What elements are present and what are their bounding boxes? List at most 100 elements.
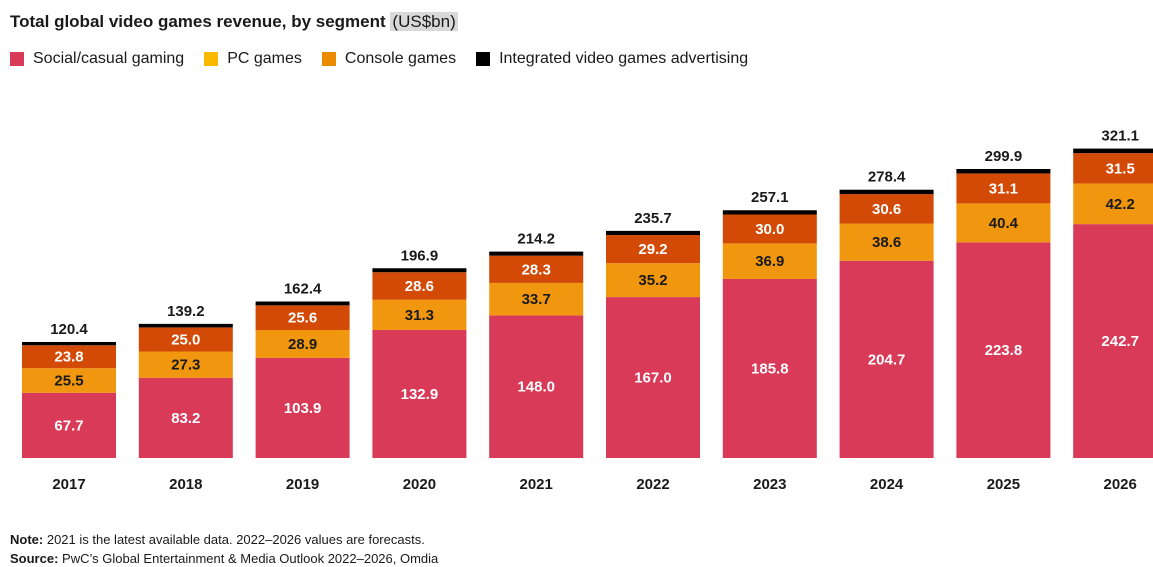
legend-swatch-pc [204, 52, 219, 66]
x-tick-label: 2021 [520, 476, 553, 493]
bar-segment-pc [138, 351, 233, 378]
bar-segment-advertising [255, 301, 350, 306]
data-label-console: 30.0 [755, 221, 784, 238]
data-label-social: 103.9 [284, 400, 322, 417]
bar-segment-pc [22, 368, 116, 393]
data-label-social: 67.7 [54, 417, 83, 434]
legend-item-pc: PC games [204, 50, 302, 68]
bar-segment-advertising [489, 251, 584, 256]
bar-segment-pc [606, 263, 700, 298]
data-label-pc: 28.9 [288, 336, 317, 353]
x-tick-label: 2017 [52, 476, 85, 493]
x-tick-label: 2020 [403, 476, 436, 493]
bar-segment-console [839, 194, 934, 224]
data-label-console: 28.3 [522, 261, 551, 278]
data-label-console: 25.0 [171, 331, 200, 348]
bar-segment-social [372, 329, 467, 458]
total-label: 321.1 [1101, 128, 1139, 145]
bar-segment-social [138, 377, 233, 458]
bar-segment-social [1073, 224, 1153, 458]
total-label: 196.9 [401, 247, 439, 264]
chart-source: Source: PwC’s Global Entertainment & Med… [10, 551, 439, 566]
chart-note: Note: 2021 is the latest available data.… [10, 532, 425, 547]
stacked-bar-chart: 67.7 25.5 23.8 120.4 2017 83.2 27.3 25.0 139.2 20… [22, 128, 1153, 493]
bar-segment-pc [722, 243, 817, 279]
data-label-pc: 27.3 [171, 357, 200, 374]
data-label-pc: 36.9 [755, 253, 784, 270]
x-tick-label: 2022 [636, 476, 669, 493]
total-label: 278.4 [868, 169, 906, 186]
bar-segment-advertising [1073, 148, 1153, 154]
data-label-console: 29.2 [638, 241, 667, 258]
bar-segment-pc [489, 282, 584, 316]
bar-segment-pc [372, 299, 467, 330]
total-label: 162.4 [284, 281, 322, 298]
bar-segment-advertising [138, 323, 233, 328]
legend-label-pc: PC games [227, 50, 302, 67]
bar-segment-advertising [956, 169, 1051, 174]
legend-item-advertising: Integrated video games advertising [476, 50, 748, 68]
x-tick-label: 2026 [1104, 476, 1137, 493]
bar-segment-console [489, 255, 584, 283]
data-label-social: 148.0 [517, 379, 555, 396]
x-tick-label: 2025 [987, 476, 1020, 493]
legend-label-advertising: Integrated video games advertising [499, 50, 749, 67]
x-tick-label: 2023 [753, 476, 786, 493]
data-label-social: 167.0 [634, 370, 672, 387]
bar-segment-console [956, 173, 1051, 204]
legend-item-console: Console games [321, 50, 457, 68]
bar-segment-social [956, 242, 1051, 458]
legend-swatch-advertising [476, 52, 491, 66]
data-label-pc: 25.5 [54, 372, 83, 389]
data-label-pc: 38.6 [872, 234, 901, 251]
data-label-console: 25.6 [288, 310, 317, 327]
legend-label-console: Console games [344, 50, 457, 67]
data-label-console: 30.6 [872, 201, 901, 218]
data-label-social: 185.8 [751, 360, 789, 377]
total-label: 214.2 [517, 231, 555, 248]
chart-title-text: Total global video games revenue, by seg… [10, 12, 386, 31]
bar-segment-social [255, 357, 350, 458]
x-tick-label: 2019 [286, 476, 319, 493]
total-label: 139.2 [167, 303, 205, 320]
bar-segment-advertising [372, 268, 467, 273]
data-label-social: 204.7 [868, 351, 906, 368]
data-label-social: 223.8 [985, 342, 1023, 359]
bar-segment-pc [255, 330, 350, 358]
bar-segment-advertising [839, 189, 934, 195]
bar-segment-console [138, 327, 233, 352]
data-label-console: 28.6 [405, 278, 434, 295]
bar-segment-console [1073, 153, 1153, 184]
bar-segment-social [489, 315, 584, 458]
data-label-pc: 42.2 [1106, 196, 1135, 213]
bar-segment-advertising [722, 210, 817, 215]
x-tick-label: 2024 [870, 476, 904, 493]
bar-segment-console [372, 272, 467, 300]
legend-swatch-social [10, 52, 24, 66]
bar-segment-social [722, 278, 817, 458]
data-label-pc: 31.3 [405, 307, 434, 324]
bar-segment-console [606, 235, 700, 264]
bar-segment-social [839, 260, 934, 458]
chart-title-unit: (US$bn) [390, 12, 458, 31]
legend-label-social: Social/casual gaming [33, 50, 185, 67]
bar-segment-pc [956, 203, 1051, 243]
legend-swatch-console [321, 52, 336, 66]
data-label-social: 242.7 [1101, 333, 1139, 350]
chart-title: Total global video games revenue, by seg… [10, 12, 458, 32]
data-label-pc: 40.4 [989, 215, 1019, 232]
bar-segment-console [255, 305, 350, 331]
bar-segment-pc [839, 223, 934, 261]
bar-segment-advertising [22, 341, 116, 346]
total-label: 120.4 [50, 321, 88, 338]
x-tick-label: 2018 [169, 476, 202, 493]
legend: Social/casual gaming PC games Console ga… [10, 50, 748, 68]
total-label: 257.1 [751, 189, 789, 206]
data-label-social: 132.9 [401, 386, 439, 403]
bar-segment-advertising [606, 230, 700, 236]
data-label-pc: 35.2 [638, 272, 667, 289]
total-label: 235.7 [634, 210, 672, 227]
bar-segment-pc [1073, 183, 1153, 225]
data-label-console: 31.1 [989, 180, 1018, 197]
bar-segment-social [22, 392, 116, 458]
